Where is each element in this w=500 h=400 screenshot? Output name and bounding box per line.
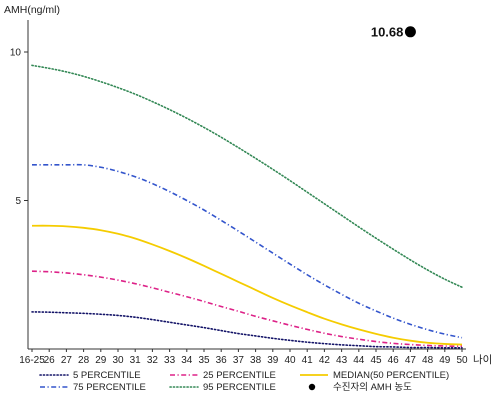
x-tick-label: 34 — [181, 355, 193, 366]
x-tick-label: 49 — [439, 355, 451, 366]
x-tick-label: 38 — [250, 355, 262, 366]
legend: 5 PERCENTILE 25 PERCENTILE MEDIAN(50 PERCE… — [39, 370, 449, 393]
legend-item: MEDIAN(50 PERCENTILE) — [300, 370, 449, 381]
y-tick-label: 5 — [15, 196, 21, 207]
x-tick-label: 41 — [302, 355, 314, 366]
legend-label: 5 PERCENTILE — [73, 370, 141, 381]
series-line-median-50-percentile — [31, 224, 463, 346]
y-tick-label: 10 — [10, 48, 22, 59]
series-lines — [31, 64, 463, 349]
x-tick-label: 50 — [456, 355, 468, 366]
x-tick-label: 29 — [95, 355, 107, 366]
x-tick-label: 32 — [147, 355, 159, 366]
legend-label: 95 PERCENTILE — [203, 382, 276, 393]
x-tick-label: 43 — [336, 355, 348, 366]
legend-item: 25 PERCENTILE — [170, 370, 276, 381]
x-tick-label: 27 — [61, 355, 73, 366]
legend-item: 5 PERCENTILE — [39, 370, 141, 381]
x-tick-label: 26 — [44, 355, 56, 366]
x-tick-label: 46 — [388, 355, 400, 366]
x-tick-label: 33 — [164, 355, 176, 366]
highlight-point — [404, 26, 416, 38]
legend-item: 95 PERCENTILE — [169, 382, 276, 393]
x-tick-label: 36 — [216, 355, 228, 366]
x-tick-label: 30 — [112, 355, 124, 366]
x-tick-label: 39 — [267, 355, 279, 366]
x-tick-label: 47 — [405, 355, 417, 366]
y-ticks: 5 10 — [10, 48, 28, 207]
legend-label: 수진자의 AMH 농도 — [333, 382, 412, 393]
legend-label: MEDIAN(50 PERCENTILE) — [333, 370, 449, 381]
x-tick-label: 16-25 — [19, 355, 45, 366]
x-tick-label: 48 — [422, 355, 434, 366]
highlight-point-group: 10.68 — [371, 24, 416, 39]
legend-label: 25 PERCENTILE — [203, 370, 276, 381]
x-tick-label: 35 — [198, 355, 210, 366]
x-tick-label: 31 — [130, 355, 142, 366]
legend-marker-dot — [308, 383, 316, 391]
x-tick-label: 42 — [319, 355, 331, 366]
series-line-5-percentile — [31, 311, 463, 349]
series-line-95-percentile — [31, 64, 463, 289]
x-axis-title: 나이 — [473, 354, 492, 366]
x-tick-label: 28 — [78, 355, 90, 366]
x-tick-label: 37 — [233, 355, 245, 366]
series-line-25-percentile — [31, 270, 463, 348]
x-tick-label: 45 — [370, 355, 382, 366]
legend-label: 75 PERCENTILE — [73, 382, 146, 393]
series-line-75-percentile — [31, 163, 463, 339]
legend-item: 75 PERCENTILE — [40, 382, 146, 393]
legend-item: 수진자의 AMH 농도 — [308, 382, 412, 393]
x-tick-label: 40 — [284, 355, 296, 366]
highlight-point-label: 10.68 — [371, 24, 404, 39]
y-axis-title: AMH(ng/ml) — [4, 4, 60, 16]
x-tick-label: 44 — [353, 355, 365, 366]
